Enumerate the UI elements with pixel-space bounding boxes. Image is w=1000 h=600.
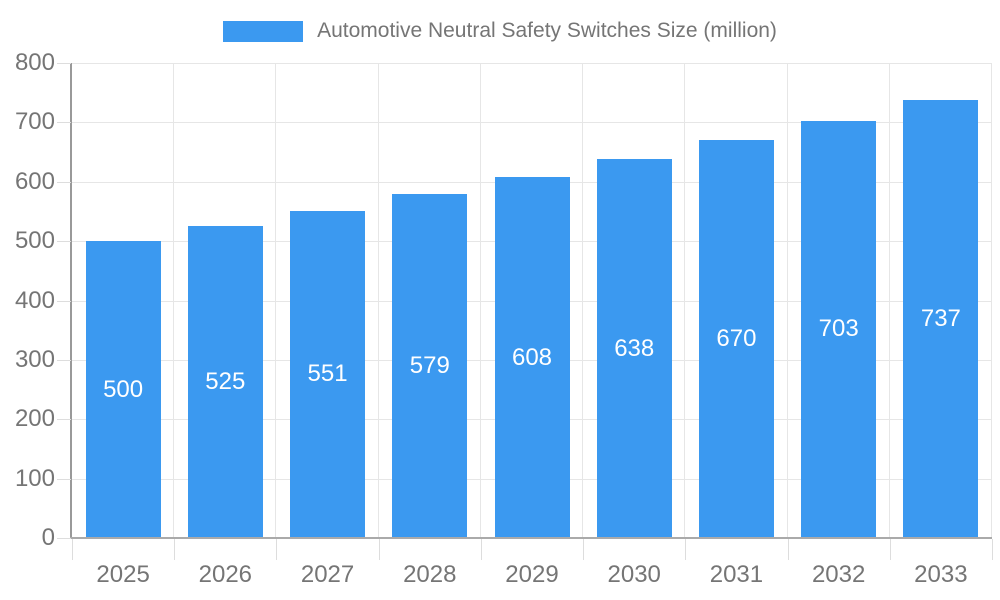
bar-value-label-2033: 737 xyxy=(920,305,961,333)
gridline-x-boundary-6 xyxy=(684,63,686,538)
x-axis-label-2030: 2030 xyxy=(607,561,661,588)
y-axis-line xyxy=(70,63,72,539)
x-axis-label-2025: 2025 xyxy=(96,561,150,588)
y-tick-800 xyxy=(57,63,71,64)
gridline-x-boundary-7 xyxy=(786,63,788,538)
x-tick-0 xyxy=(72,539,73,560)
y-axis-label-200: 200 xyxy=(14,405,55,433)
x-tick-2 xyxy=(276,539,278,560)
bar-2027: 551 xyxy=(290,210,366,538)
y-axis-label-400: 400 xyxy=(14,286,55,314)
bar-value-label-2025: 500 xyxy=(103,375,144,403)
bar-value-label-2028: 579 xyxy=(409,352,450,380)
legend-item[interactable]: Automotive Neutral Safety Switches Size … xyxy=(0,17,1000,45)
x-tick-5 xyxy=(583,539,585,560)
bar-value-label-2026: 525 xyxy=(205,368,246,396)
bar-2029: 608 xyxy=(494,177,570,538)
bar-2026: 525 xyxy=(187,226,263,538)
bar-2031: 670 xyxy=(698,140,774,538)
gridline-y-800 xyxy=(72,63,992,64)
x-axis-label-2027: 2027 xyxy=(300,561,355,588)
gridline-x-boundary-2 xyxy=(275,63,277,538)
legend-label: Automotive Neutral Safety Switches Size … xyxy=(317,19,777,42)
y-axis-label-500: 500 xyxy=(14,227,55,255)
bar-2025: 500 xyxy=(85,241,161,538)
plot-area: 500 525 551 579 608 638 670 703 737 xyxy=(72,63,992,538)
gridline-x-boundary-1 xyxy=(173,63,175,538)
bar-2028: 579 xyxy=(392,194,468,538)
gridline-x-boundary-3 xyxy=(377,63,379,538)
bar-value-label-2029: 608 xyxy=(511,343,553,371)
x-tick-8 xyxy=(889,539,891,560)
y-tick-400 xyxy=(57,300,71,302)
legend-swatch xyxy=(223,20,304,42)
bar-2032: 703 xyxy=(801,120,877,538)
bar-value-label-2032: 703 xyxy=(818,315,859,343)
gridline-x-boundary-5 xyxy=(582,63,584,538)
bar-value-label-2031: 670 xyxy=(716,325,757,353)
y-axis-label-800: 800 xyxy=(14,49,55,76)
y-axis-label-300: 300 xyxy=(14,345,55,373)
y-axis-label-0: 0 xyxy=(41,524,55,551)
x-axis-label-2032: 2032 xyxy=(811,561,866,588)
bar-2030: 638 xyxy=(596,159,672,538)
y-tick-300 xyxy=(57,359,71,361)
x-tick-3 xyxy=(378,539,380,560)
x-tick-9 xyxy=(992,539,993,560)
y-tick-700 xyxy=(57,122,71,124)
gridline-x-boundary-8 xyxy=(888,63,890,538)
y-axis-label-100: 100 xyxy=(14,464,55,492)
x-axis-line xyxy=(70,537,992,539)
x-tick-7 xyxy=(787,539,789,560)
y-axis-label-700: 700 xyxy=(14,108,55,136)
gridline-x-boundary-9 xyxy=(991,63,992,538)
x-axis-label-2026: 2026 xyxy=(198,561,253,588)
x-axis-label-2033: 2033 xyxy=(914,561,968,588)
x-tick-6 xyxy=(685,539,687,560)
y-tick-100 xyxy=(57,478,71,480)
bar-2033: 737 xyxy=(903,100,979,538)
y-tick-0 xyxy=(57,538,71,539)
gridline-y-700 xyxy=(72,122,992,124)
gridline-x-boundary-4 xyxy=(479,63,481,538)
x-tick-4 xyxy=(480,539,482,560)
y-tick-600 xyxy=(57,181,71,183)
bar-value-label-2027: 551 xyxy=(307,360,348,388)
y-tick-200 xyxy=(57,419,71,421)
x-tick-1 xyxy=(174,539,176,560)
x-axis-label-2029: 2029 xyxy=(505,561,559,588)
y-axis-label-600: 600 xyxy=(14,167,55,195)
bar-value-label-2030: 638 xyxy=(614,334,655,362)
y-tick-500 xyxy=(57,241,71,243)
x-axis-label-2031: 2031 xyxy=(709,561,764,588)
x-axis-label-2028: 2028 xyxy=(403,561,457,588)
